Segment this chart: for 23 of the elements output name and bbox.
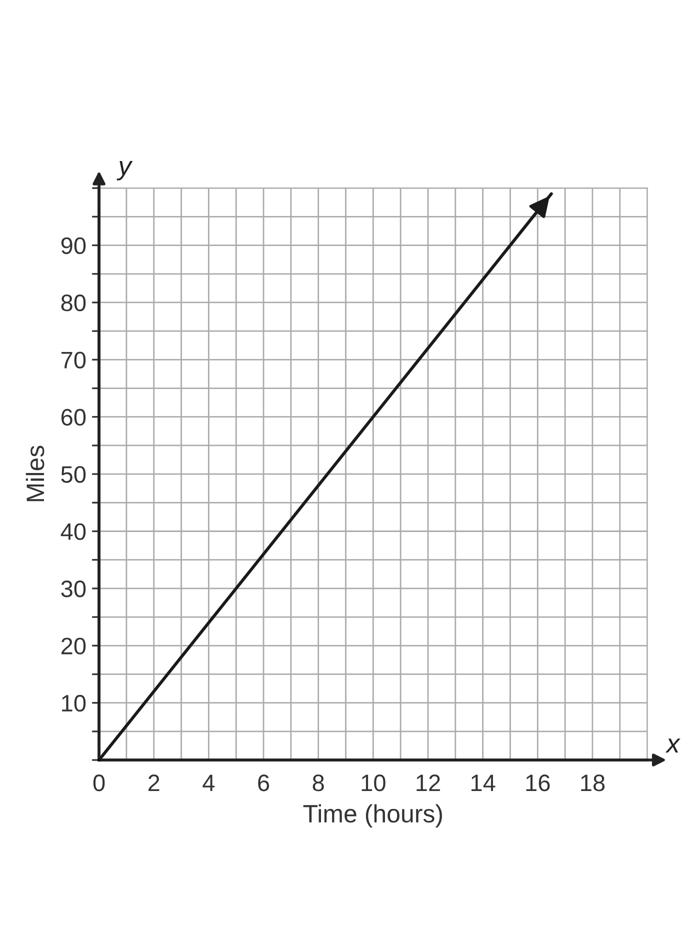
y-tick-label: 60 bbox=[61, 408, 86, 426]
y-axis-title: Miles bbox=[26, 446, 44, 502]
x-tick-label: 14 bbox=[471, 774, 496, 792]
y-tick-label: 70 bbox=[61, 352, 86, 368]
y-tick-label: 20 bbox=[61, 638, 86, 654]
x-tick-label: 8 bbox=[312, 774, 324, 792]
x-tick-label: 16 bbox=[526, 774, 550, 792]
x-tick-label: 2 bbox=[148, 774, 160, 792]
y-tick-label: 10 bbox=[62, 694, 86, 712]
x-tick-label: 6 bbox=[258, 774, 270, 792]
y-tick-label: 40 bbox=[60, 523, 86, 540]
y-tick-label: 50 bbox=[61, 466, 86, 483]
y-tick-label: 30 bbox=[61, 580, 86, 598]
text: y bbox=[116, 160, 133, 180]
x-axis-title: Time (hours) bbox=[303, 804, 442, 828]
x-tick-label: 0 bbox=[93, 774, 105, 792]
x-tick-label: 10 bbox=[362, 774, 386, 792]
y-tick-label: 80 bbox=[61, 294, 86, 312]
x-tick-label: 4 bbox=[202, 774, 215, 792]
text: x bbox=[665, 738, 680, 753]
y-tick-label: 90 bbox=[61, 237, 86, 254]
x-tick-label: 18 bbox=[581, 774, 605, 792]
x-tick-label: 12 bbox=[416, 774, 440, 792]
